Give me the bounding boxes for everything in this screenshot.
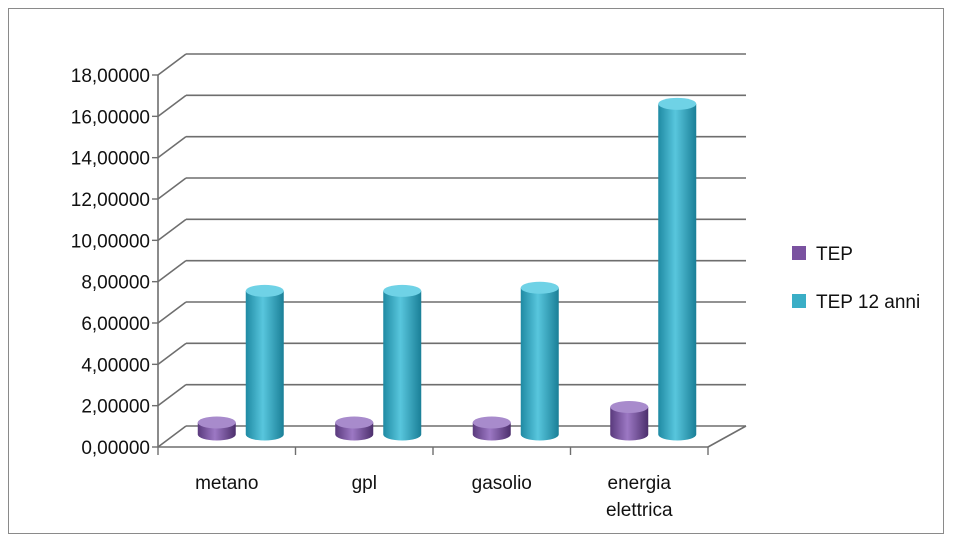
x-tick-label-line: energia (608, 473, 672, 494)
x-tick-label: gpl (352, 473, 377, 494)
bar-top (610, 401, 649, 414)
gridline-side (157, 53, 187, 76)
bar-top (245, 284, 284, 297)
legend: TEP TEP 12 anni (792, 244, 920, 313)
gridline-side (157, 425, 187, 448)
y-tick-label: 4,00000 (81, 355, 150, 376)
x-tick-label-line: gasolio (472, 473, 532, 494)
bar-body (245, 290, 284, 441)
bar (383, 284, 422, 441)
bars (197, 97, 697, 441)
legend-swatch (792, 294, 806, 308)
gridline-side (157, 384, 187, 407)
bar-top (520, 281, 559, 294)
axes (152, 74, 747, 455)
gridline-side (157, 177, 187, 200)
legend-label: TEP (816, 244, 853, 265)
y-tick-labels: 0,00000 2,00000 4,00000 6,00000 8,00000 10,00… (71, 66, 150, 459)
legend-swatch (792, 246, 806, 260)
bar-top (335, 416, 374, 429)
y-tick-label: 14,00000 (71, 149, 150, 170)
x-tick-label: energia elettrica (606, 473, 673, 521)
x-tick-label-line: elettrica (606, 500, 673, 521)
bar (335, 416, 374, 441)
bar-top (472, 416, 511, 429)
bar-top (383, 284, 422, 297)
gridline-side (157, 218, 187, 241)
bar-body (610, 407, 649, 441)
bar-top (658, 97, 697, 110)
bar (520, 281, 559, 441)
legend-label: TEP 12 anni (816, 292, 920, 313)
y-tick-label: 6,00000 (81, 314, 150, 335)
bar (658, 97, 697, 441)
x-tick-label-line: gpl (352, 473, 377, 494)
gridline-side (157, 342, 187, 365)
y-tick-label: 12,00000 (71, 190, 150, 211)
bar-top (197, 416, 236, 429)
bar-body (383, 290, 422, 441)
y-tick-label: 16,00000 (71, 107, 150, 128)
floor-right-edge (707, 425, 747, 448)
gridline-side (157, 136, 187, 159)
x-tick-label: metano (195, 473, 258, 494)
bar (245, 284, 284, 441)
bar (472, 416, 511, 441)
gridline-side (157, 94, 187, 117)
y-tick-label: 0,00000 (81, 438, 150, 459)
y-tick-label: 18,00000 (71, 66, 150, 87)
bar-body (520, 287, 559, 441)
bar (610, 401, 649, 441)
bar-body (658, 103, 697, 441)
y-tick-label: 10,00000 (71, 231, 150, 252)
bar (197, 416, 236, 441)
y-tick-label: 2,00000 (81, 397, 150, 418)
x-tick-labels: metano gpl gasolio energia elettrica (195, 473, 673, 521)
x-tick-label-line: metano (195, 473, 258, 494)
y-tick-label: 8,00000 (81, 273, 150, 294)
gridline-side (157, 260, 187, 283)
x-tick-label: gasolio (472, 473, 532, 494)
gridline-side (157, 301, 187, 324)
